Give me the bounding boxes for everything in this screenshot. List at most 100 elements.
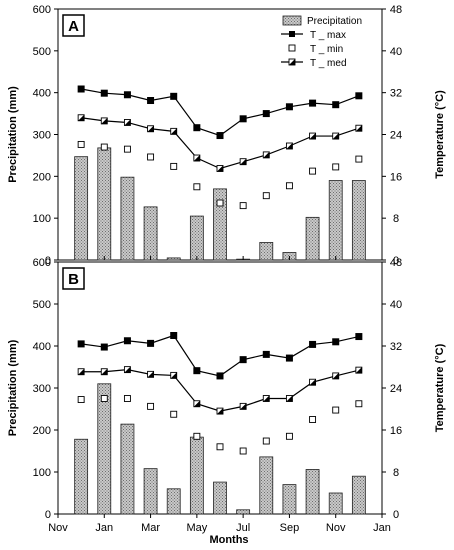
t-max-point [355, 92, 363, 100]
precipitation-bar [305, 216, 320, 261]
legend-marker-t-max [289, 31, 295, 37]
t-med-point [170, 127, 178, 135]
t-min-point [239, 447, 247, 455]
left-axis-tick-label: 500 [33, 46, 51, 58]
t-max-point [239, 115, 247, 123]
x-axis-tick-label: Jul [236, 522, 250, 534]
t-min-point [77, 396, 85, 403]
t-med-point-fill [240, 158, 247, 165]
legend-label-t-med: T _ med [310, 58, 347, 69]
t-max-point [123, 337, 131, 345]
t-max-point [355, 333, 363, 341]
t-med-point-fill [309, 379, 316, 386]
t-min-point [123, 395, 131, 402]
precipitation-bar [97, 383, 112, 515]
legend-swatch-precipitation [282, 15, 302, 26]
precipitation-bar [351, 180, 366, 261]
t-max-point [262, 110, 270, 118]
right-axis-tick-label: 24 [390, 383, 402, 395]
t-min-point [355, 155, 363, 163]
left-axis-tick-label: 600 [33, 257, 51, 269]
t-min-point [285, 182, 293, 190]
right-axis-tick-label: 32 [390, 341, 402, 353]
right-axis-title: Temperature (°C) [434, 343, 446, 432]
t-min-point [147, 402, 155, 410]
t-med-point-fill [78, 114, 85, 121]
right-axis-tick-label: 0 [393, 255, 399, 267]
t-med-point [77, 368, 85, 376]
right-axis-title: Temperature (°C) [434, 90, 446, 179]
t-med-point-fill [355, 367, 362, 374]
t-med-point-fill [355, 125, 362, 132]
t-med-point [100, 368, 108, 376]
left-axis-tick-label: 0 [45, 255, 51, 267]
t-max-point [285, 354, 293, 362]
t-min-point [170, 162, 178, 170]
precipitation-bar [74, 438, 89, 515]
t-med-point-fill [286, 143, 293, 150]
t-max-point [332, 338, 340, 346]
x-axis-tick-label: May [186, 522, 207, 534]
t-med-point-fill [193, 155, 200, 162]
precipitation-bar [213, 481, 227, 515]
t-med-point-fill [217, 165, 223, 172]
t-med-point-fill [217, 408, 223, 415]
precipitation-bar [143, 468, 158, 515]
right-axis-tick-label: 48 [390, 257, 402, 269]
t-med-point [239, 402, 247, 410]
t-med-point [147, 370, 155, 378]
left-axis-tick-label: 100 [33, 467, 51, 479]
right-axis-tick-label: 16 [390, 425, 402, 437]
t-med-point-fill [263, 151, 270, 158]
t-max-point [77, 85, 85, 93]
right-axis-tick-label: 40 [390, 46, 402, 58]
t-med-point-fill [147, 371, 154, 378]
legend-label-precipitation: Precipitation [307, 16, 362, 27]
t-max-point [239, 356, 247, 364]
panel-b: 0100200300400500600081624324048Precipita… [7, 257, 446, 534]
t-med-point [309, 378, 317, 386]
t-min-point [239, 202, 247, 210]
t-med-point [193, 400, 201, 408]
precipitation-bar [143, 206, 158, 261]
left-axis-tick-label: 300 [33, 130, 51, 142]
t-min-point [123, 145, 131, 153]
t-med-point-fill [101, 368, 108, 375]
t-min-point [309, 167, 317, 175]
t-med-point [262, 395, 270, 402]
t-min-point [262, 192, 270, 200]
t-min-point [285, 432, 293, 440]
panel-label: B [68, 271, 79, 288]
precipitation-bar [120, 423, 135, 515]
t-med-point [355, 366, 363, 374]
t-max-point [216, 372, 224, 380]
t-min-point [262, 437, 270, 445]
t-max-point [332, 101, 340, 109]
legend-label-t-max: T _ max [310, 30, 346, 41]
t-med-point [262, 151, 270, 159]
t-med-point [170, 371, 178, 379]
t-med-point-fill [124, 119, 131, 126]
t-med-point-fill [332, 372, 339, 379]
t-min-point [193, 432, 201, 440]
t-med-point [285, 142, 293, 150]
right-axis-tick-label: 0 [393, 509, 399, 521]
t-max-point [309, 340, 317, 348]
legend-label-t-min: T _ min [310, 44, 343, 55]
t-max-point [100, 343, 108, 351]
x-axis-tick-label: Nov [48, 522, 68, 534]
t-max-point [262, 350, 270, 358]
t-max-point [285, 103, 293, 111]
t-med-line [81, 117, 360, 170]
t-med-point [332, 372, 340, 380]
precipitation-bar [97, 147, 112, 261]
t-med-point-fill [309, 133, 316, 140]
precipitation-bar [351, 475, 366, 515]
panel-a: 0100200300400500600081624324048Precipita… [7, 4, 446, 267]
t-max-point [147, 97, 155, 105]
t-med-point [77, 114, 85, 122]
left-axis-tick-label: 200 [33, 171, 51, 183]
t-med-point [147, 125, 155, 133]
precipitation-bar [305, 469, 320, 515]
